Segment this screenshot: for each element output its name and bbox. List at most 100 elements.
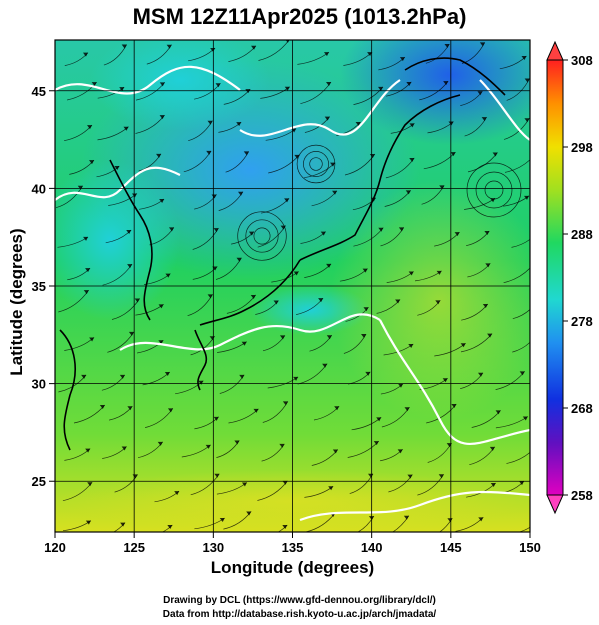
colorbar-tick-label: 298 bbox=[571, 140, 593, 155]
streamline-arrow bbox=[127, 406, 133, 411]
streamline-arrow bbox=[477, 91, 483, 96]
streamline-arrow bbox=[328, 486, 334, 491]
cyclone-swirl bbox=[466, 162, 522, 218]
x-tick-label: 130 bbox=[202, 540, 224, 555]
streamline-arrow bbox=[207, 294, 213, 299]
streamline-arrow bbox=[198, 380, 204, 385]
streamline-arrow bbox=[444, 44, 450, 49]
streamline-arrow bbox=[246, 511, 252, 516]
x-axis-ticks: 120 125 130 135 140 145 150 bbox=[44, 532, 541, 555]
streamline-arrow bbox=[454, 232, 460, 237]
streamline-arrow bbox=[524, 78, 530, 83]
streamline-arrow bbox=[487, 333, 493, 338]
streamline-arrow bbox=[284, 86, 290, 91]
colorbar-tick-label: 278 bbox=[571, 314, 593, 329]
streamline-arrow bbox=[399, 57, 405, 62]
streamline-arrow bbox=[477, 372, 483, 377]
streamline-arrow bbox=[83, 290, 89, 295]
streamline-arrow bbox=[490, 482, 496, 487]
streamline-arrow bbox=[279, 443, 285, 448]
x-tick-label: 120 bbox=[44, 540, 66, 555]
streamline-arrow bbox=[534, 231, 539, 235]
cyclone-swirl bbox=[296, 144, 336, 184]
streamline-arrow bbox=[492, 152, 498, 157]
colorbar-max-arrow bbox=[546, 40, 564, 61]
streamline-arrow bbox=[378, 227, 384, 232]
streamline-arrow bbox=[251, 45, 257, 50]
streamline bbox=[518, 526, 530, 532]
streamline-arrow bbox=[234, 440, 240, 445]
streamline-arrow bbox=[489, 446, 495, 451]
streamline bbox=[512, 341, 530, 353]
map-title: MSM 12Z11Apr2025 (1013.2hPa) bbox=[132, 4, 467, 29]
streamline-arrow bbox=[253, 408, 259, 413]
streamline-arrow bbox=[250, 294, 256, 299]
streamline bbox=[512, 309, 530, 320]
streamline-arrow bbox=[99, 405, 105, 410]
streamline bbox=[506, 451, 530, 464]
streamline-arrow bbox=[332, 449, 338, 454]
streamline-arrow bbox=[211, 194, 217, 199]
streamline-arrow bbox=[159, 199, 165, 204]
streamline-arrow bbox=[376, 417, 382, 422]
x-tick-label: 145 bbox=[440, 540, 462, 555]
streamline-arrow bbox=[484, 230, 490, 235]
streamline-arrow bbox=[395, 299, 401, 304]
streamline-arrow bbox=[126, 230, 132, 235]
streamline-arrow bbox=[248, 231, 254, 236]
streamline-arrow bbox=[284, 198, 290, 203]
streamline-arrow bbox=[282, 401, 288, 406]
y-tick-label: 25 bbox=[32, 474, 46, 489]
x-tick-label: 150 bbox=[519, 540, 541, 555]
streamline-arrow bbox=[404, 407, 410, 412]
streamline-arrow bbox=[367, 52, 373, 57]
cyclone-swirl bbox=[245, 219, 279, 253]
streamline-arrow bbox=[156, 153, 162, 158]
streamline-arrow bbox=[119, 87, 125, 92]
streamline-arrow bbox=[530, 262, 535, 266]
credit-drawing: Drawing by DCL (https://www.gfd-dennou.o… bbox=[163, 595, 436, 606]
streamline-arrow bbox=[363, 307, 369, 312]
streamline-arrow bbox=[241, 341, 247, 346]
streamline-arrow bbox=[77, 185, 83, 190]
streamline-arrow bbox=[219, 518, 225, 523]
colorbar-tick-label: 258 bbox=[571, 488, 593, 503]
streamline-arrow bbox=[398, 383, 404, 388]
streamline-arrow bbox=[167, 524, 173, 529]
x-tick-label: 125 bbox=[123, 540, 145, 555]
streamline-arrow bbox=[531, 154, 536, 158]
streamline-arrow bbox=[519, 481, 525, 486]
streamline-arrow bbox=[322, 363, 328, 368]
streamline-arrow bbox=[210, 47, 216, 52]
streamline-arrow bbox=[451, 403, 457, 408]
colorbar-tick-label: 288 bbox=[571, 227, 593, 242]
streamline-arrow bbox=[293, 376, 299, 381]
streamline-arrow bbox=[85, 448, 91, 453]
streamline-arrow bbox=[403, 515, 409, 520]
streamline-arrow bbox=[157, 441, 163, 446]
streamline-arrow bbox=[81, 374, 87, 379]
streamline-arrow bbox=[282, 524, 288, 529]
streamline-arrow bbox=[127, 264, 133, 269]
streamline-arrow bbox=[485, 263, 491, 268]
streamline-arrow bbox=[285, 40, 290, 43]
y-tick-label: 35 bbox=[32, 279, 46, 294]
streamline-arrow bbox=[293, 271, 299, 276]
streamline-arrow bbox=[326, 335, 332, 340]
streamline bbox=[511, 238, 530, 248]
streamline-arrow bbox=[82, 52, 88, 57]
x-tick-label: 135 bbox=[282, 540, 304, 555]
streamline-arrow bbox=[158, 340, 164, 345]
streamline-arrow bbox=[159, 82, 165, 87]
streamline-arrow bbox=[397, 449, 403, 454]
contour-lines bbox=[55, 65, 530, 522]
streamline-arrow bbox=[330, 162, 336, 167]
streamline-arrow bbox=[174, 491, 180, 496]
cyclone-swirl bbox=[237, 211, 287, 261]
streamline-arrow bbox=[438, 474, 444, 479]
streamline-arrow bbox=[320, 231, 326, 236]
streamline-arrow bbox=[478, 517, 484, 522]
streamline-arrow bbox=[479, 42, 485, 47]
streamline-arrow bbox=[442, 378, 448, 383]
streamline-arrow bbox=[123, 126, 129, 131]
